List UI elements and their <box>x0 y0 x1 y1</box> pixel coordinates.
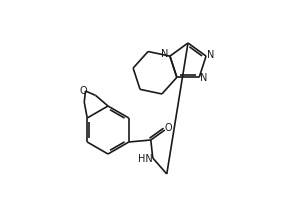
Text: O: O <box>80 86 87 96</box>
Text: HN: HN <box>138 154 153 164</box>
Text: O: O <box>165 123 172 133</box>
Text: N: N <box>207 50 215 60</box>
Text: N: N <box>161 49 169 59</box>
Text: N: N <box>200 73 208 83</box>
